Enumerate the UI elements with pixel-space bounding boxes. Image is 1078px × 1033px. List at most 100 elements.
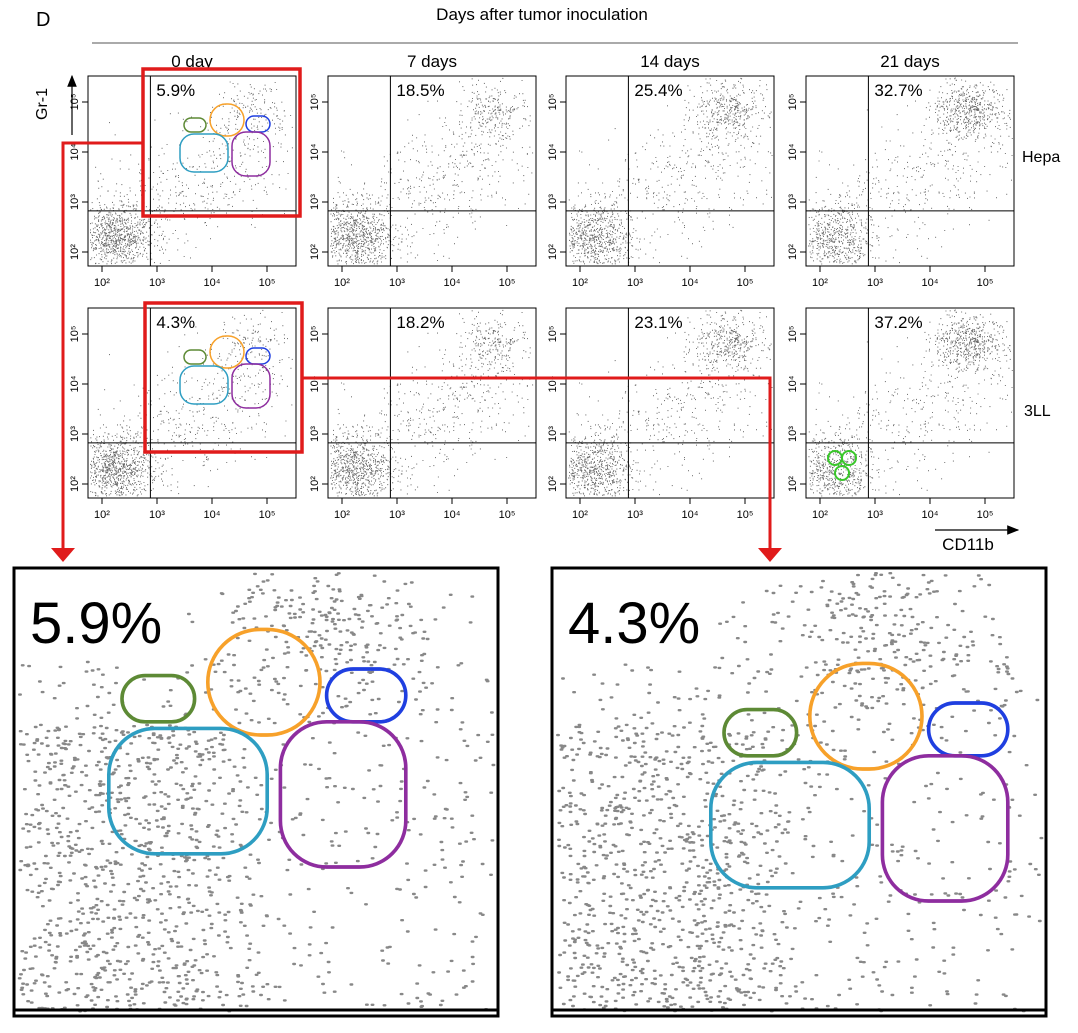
timepoint-label: 14 days [640,52,700,71]
y-tick-label: 10³ [309,194,321,210]
event-dots [568,77,773,265]
x-tick-label: 10⁴ [204,277,221,289]
x-tick-label: 10³ [389,277,405,289]
x-tick-label: 10² [94,509,110,521]
zoom-connector-3ll [302,376,772,548]
x-tick-label: 10² [812,277,828,289]
event-dots [330,309,534,497]
x-tick-label: 10⁵ [737,509,754,521]
x-tick-label: 10⁴ [922,509,939,521]
gate-green [183,117,207,133]
gate-lime [834,465,850,481]
x-tick-label: 10³ [627,509,643,521]
gate-lime [841,450,857,466]
y-tick-label: 10² [547,244,559,260]
x-tick-label: 10⁵ [977,509,994,521]
plot-frame [327,307,537,499]
x-tick-label: 10³ [867,277,883,289]
plot-frame [565,307,775,499]
y-tick-label: 10² [69,476,81,492]
event-dots [330,77,534,265]
gate-teal [106,726,270,856]
quadrant-percent: 4.3% [156,313,195,332]
x-tick-label: 10⁴ [682,277,699,289]
y-tick-label: 10³ [547,426,559,442]
zoom-inset: 4.3% [550,566,1048,1018]
y-tick-label: 10² [787,244,799,260]
quadrant-percent: 5.9% [156,81,195,100]
y-tick-label: 10² [547,476,559,492]
y-tick-label: 10⁵ [69,94,81,111]
x-tick-label: 10⁵ [737,277,754,289]
quadrant-percent: 23.1% [634,313,682,332]
x-tick-label: 10⁵ [259,509,276,521]
gate-green [120,673,197,724]
x-tick-label: 10⁵ [499,509,516,521]
y-tick-label: 10⁴ [547,375,559,392]
zoom-arrowhead-3ll [758,548,782,562]
timepoint-label: 0 day [171,52,213,71]
y-tick-label: 10⁵ [309,94,321,111]
y-tick-label: 10⁴ [309,143,321,160]
x-axis-title: CD11b [942,535,994,554]
plot-frame [327,75,537,267]
plot-frame [805,75,1015,267]
y-tick-label: 10³ [787,426,799,442]
scatter-panel: 10² 10² 10³ 10³ 10⁴ 10⁴ 10⁵ 10⁵ 18.5% [309,75,537,289]
x-tick-label: 10⁵ [499,277,516,289]
y-tick-label: 10³ [69,426,81,442]
scatter-panel: 10² 10² 10³ 10³ 10⁴ 10⁴ 10⁵ 10⁵ 23.1% [547,307,775,521]
quadrant-percent: 25.4% [634,81,682,100]
y-tick-label: 10⁴ [309,375,321,392]
x-tick-label: 10³ [149,277,165,289]
x-tick-label: 10⁵ [259,277,276,289]
y-tick-label: 10⁴ [69,375,81,392]
inset-frame [550,566,1048,1018]
x-tick-label: 10⁴ [922,277,939,289]
x-tick-label: 10² [572,509,588,521]
gate-orange [807,661,924,771]
x-tick-label: 10² [334,509,350,521]
scatter-panel: 10² 10² 10³ 10³ 10⁴ 10⁴ 10⁵ 10⁵ 5.9% [69,75,297,289]
y-tick-label: 10⁴ [787,375,799,392]
scatter-panel: 10² 10² 10³ 10³ 10⁴ 10⁴ 10⁵ 10⁵ 25.4% [547,75,775,289]
inset-percent: 5.9% [30,591,162,656]
x-tick-label: 10³ [149,509,165,521]
x-tick-label: 10⁴ [682,509,699,521]
event-dots [808,77,1013,265]
zoom-inset: 5.9% [12,566,500,1018]
gate-purple [880,753,1010,903]
x-tick-label: 10³ [867,509,883,521]
gate-orange [209,103,245,137]
figure-header: Days after tumor inoculation [436,5,648,24]
quadrant-percent: 32.7% [874,81,922,100]
y-tick-label: 10³ [787,194,799,210]
gate-orange [205,627,322,737]
scatter-panel: 10² 10² 10³ 10³ 10⁴ 10⁴ 10⁵ 10⁵ 37.2% [787,307,1015,521]
y-tick-label: 10⁵ [787,94,799,111]
tumor-model-label: 3LL [1024,403,1051,420]
y-tick-label: 10² [309,476,321,492]
scatter-panel: 10² 10² 10³ 10³ 10⁴ 10⁴ 10⁵ 10⁵ 4.3% [69,307,297,521]
inset-frame [12,566,500,1018]
x-tick-label: 10² [334,277,350,289]
plot-frame [87,307,297,499]
zoom-connector-hepa [61,141,143,548]
quadrant-percent: 37.2% [874,313,922,332]
gate-green [722,707,799,758]
x-tick-label: 10³ [389,509,405,521]
y-tick-label: 10² [69,244,81,260]
scatter-panel: 10² 10² 10³ 10³ 10⁴ 10⁴ 10⁵ 10⁵ 32.7% [787,75,1015,289]
plot-frame [87,75,297,267]
gate-teal [708,760,872,890]
y-tick-label: 10³ [309,426,321,442]
plot-frame [565,75,775,267]
gate-teal [179,133,229,173]
y-tick-label: 10⁴ [69,143,81,160]
panel-label: D [36,9,50,31]
x-tick-label: 10⁴ [444,509,461,521]
x-tick-label: 10⁴ [204,509,221,521]
y-tick-label: 10³ [547,194,559,210]
x-tick-label: 10⁴ [444,277,461,289]
